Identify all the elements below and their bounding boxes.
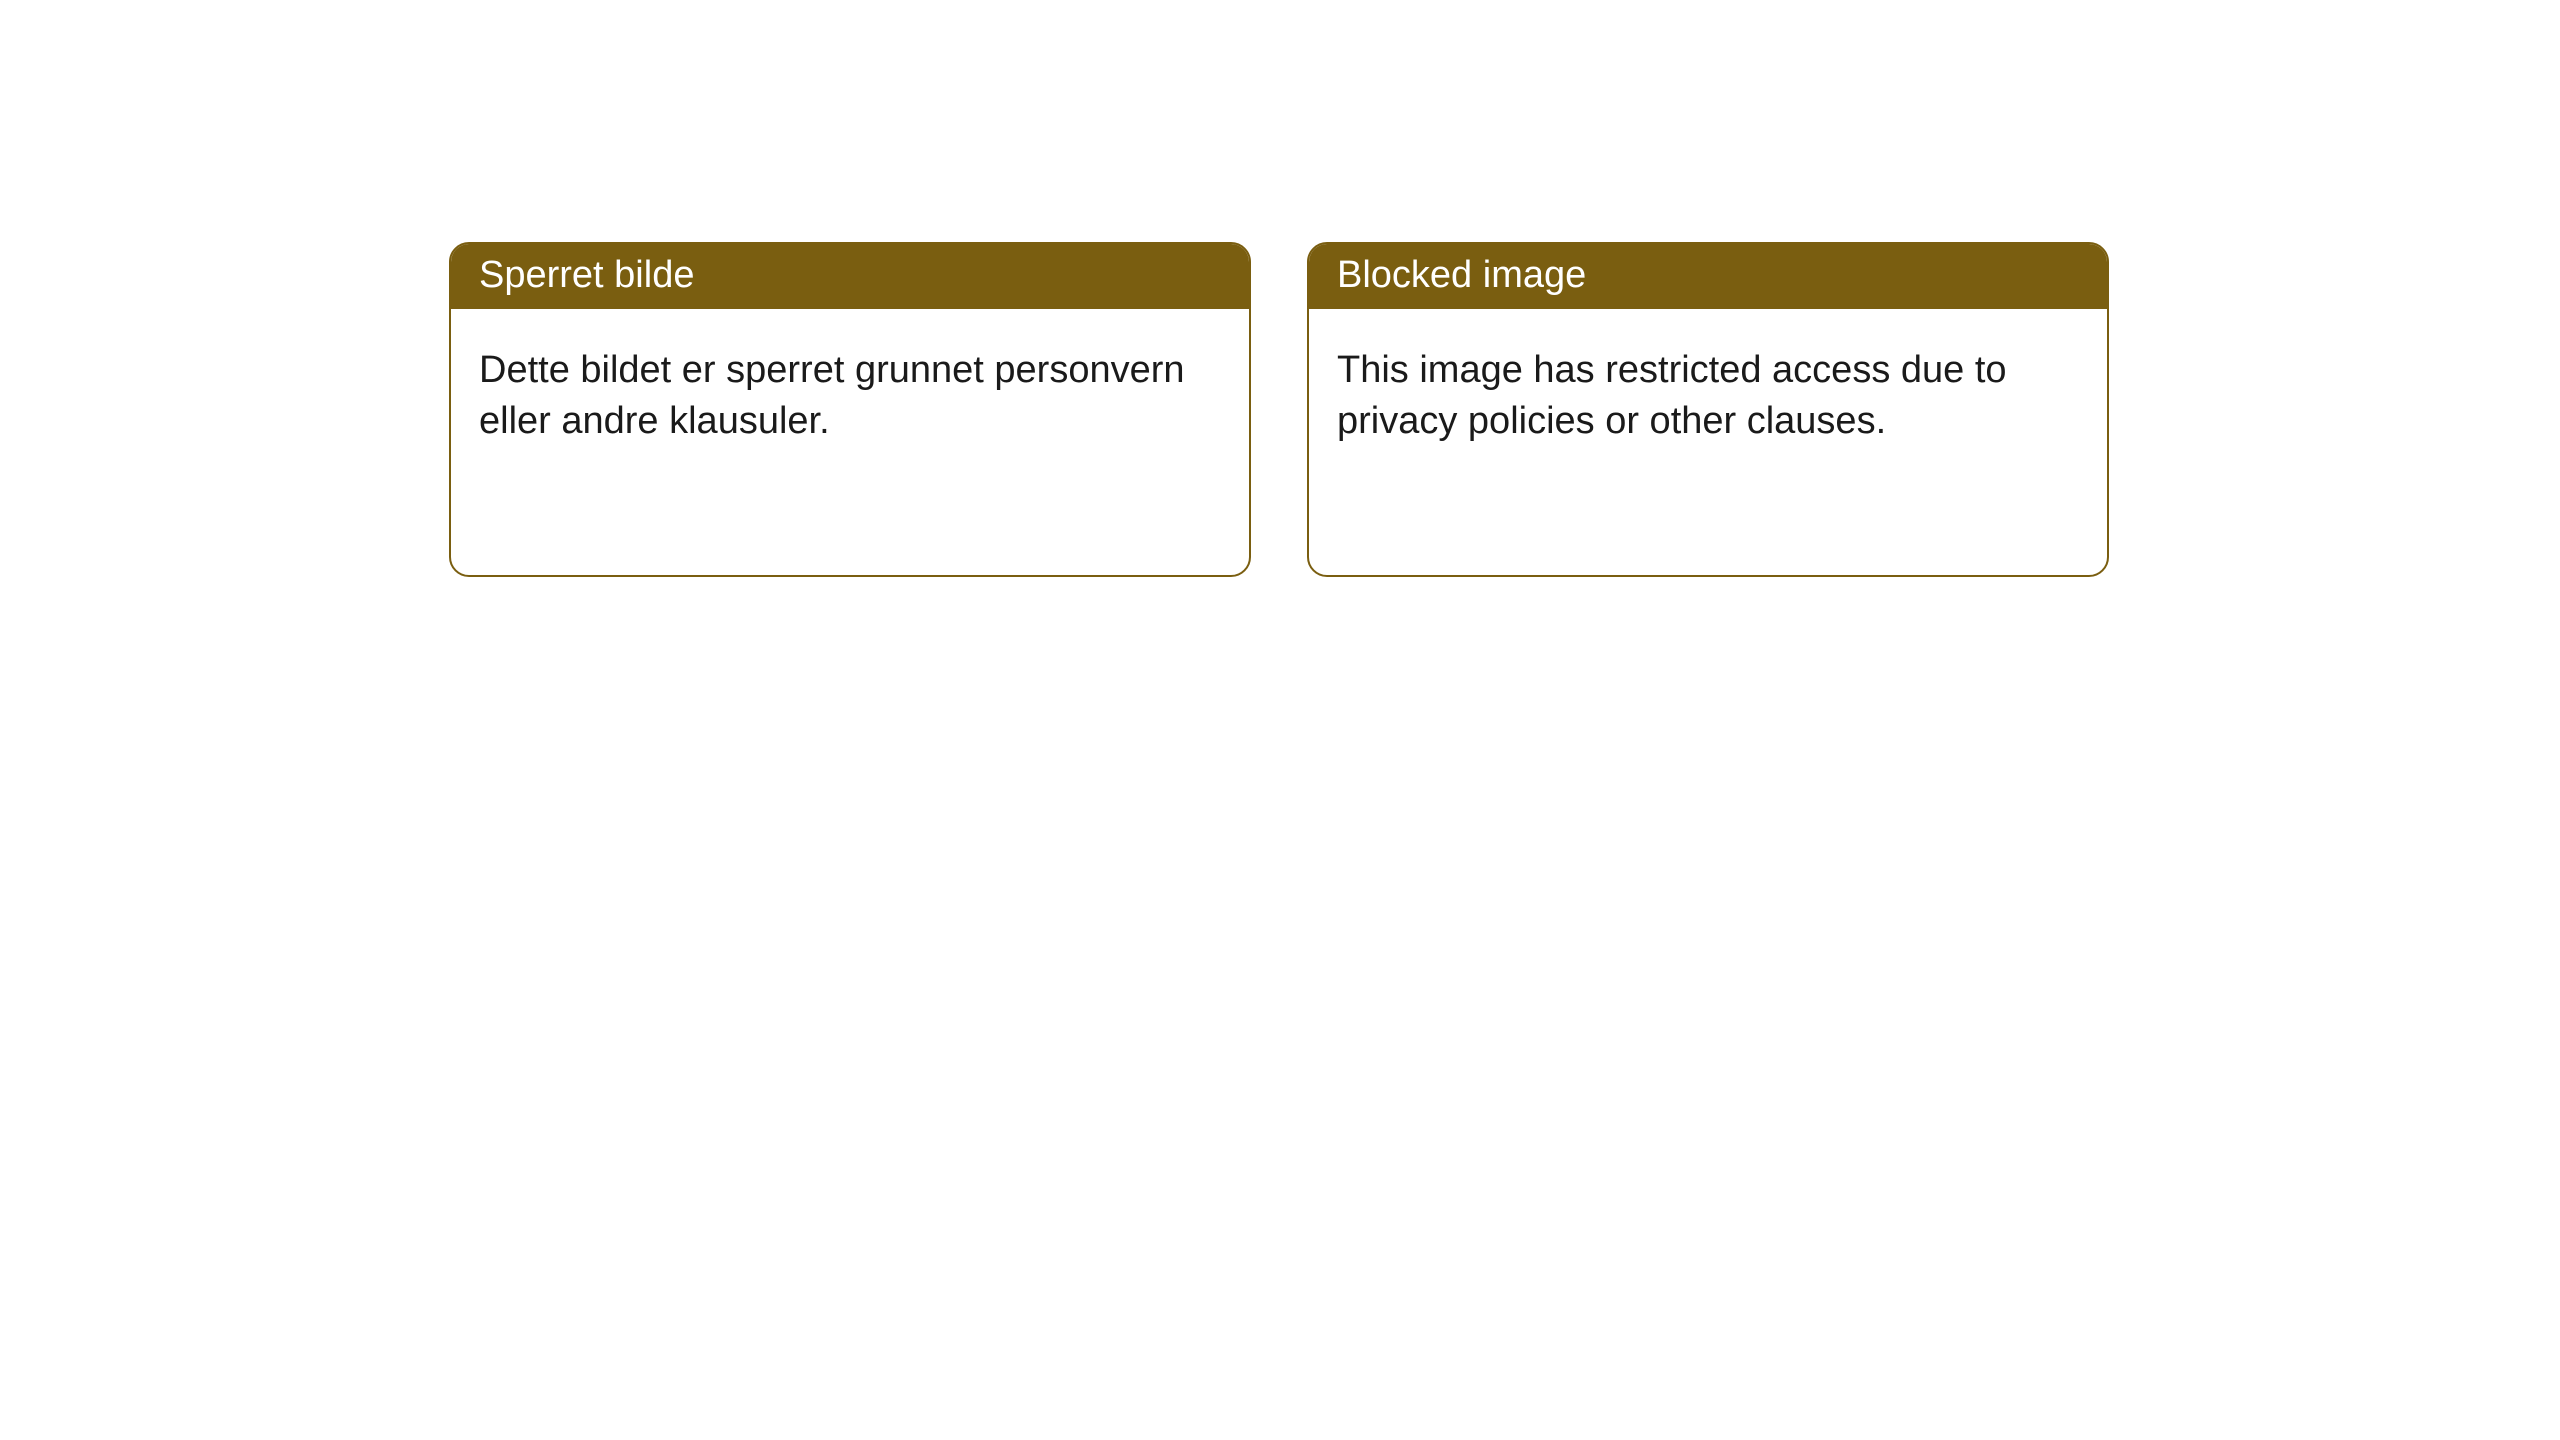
card-header-en: Blocked image [1309,244,2107,309]
blocked-image-card-en: Blocked image This image has restricted … [1307,242,2109,577]
card-body-en: This image has restricted access due to … [1309,309,2107,476]
card-title-no: Sperret bilde [479,254,694,296]
card-message-en: This image has restricted access due to … [1337,349,2007,442]
card-body-no: Dette bildet er sperret grunnet personve… [451,309,1249,476]
notice-container: Sperret bilde Dette bildet er sperret gr… [0,0,2560,577]
blocked-image-card-no: Sperret bilde Dette bildet er sperret gr… [449,242,1251,577]
card-message-no: Dette bildet er sperret grunnet personve… [479,349,1185,442]
card-header-no: Sperret bilde [451,244,1249,309]
card-title-en: Blocked image [1337,254,1586,296]
